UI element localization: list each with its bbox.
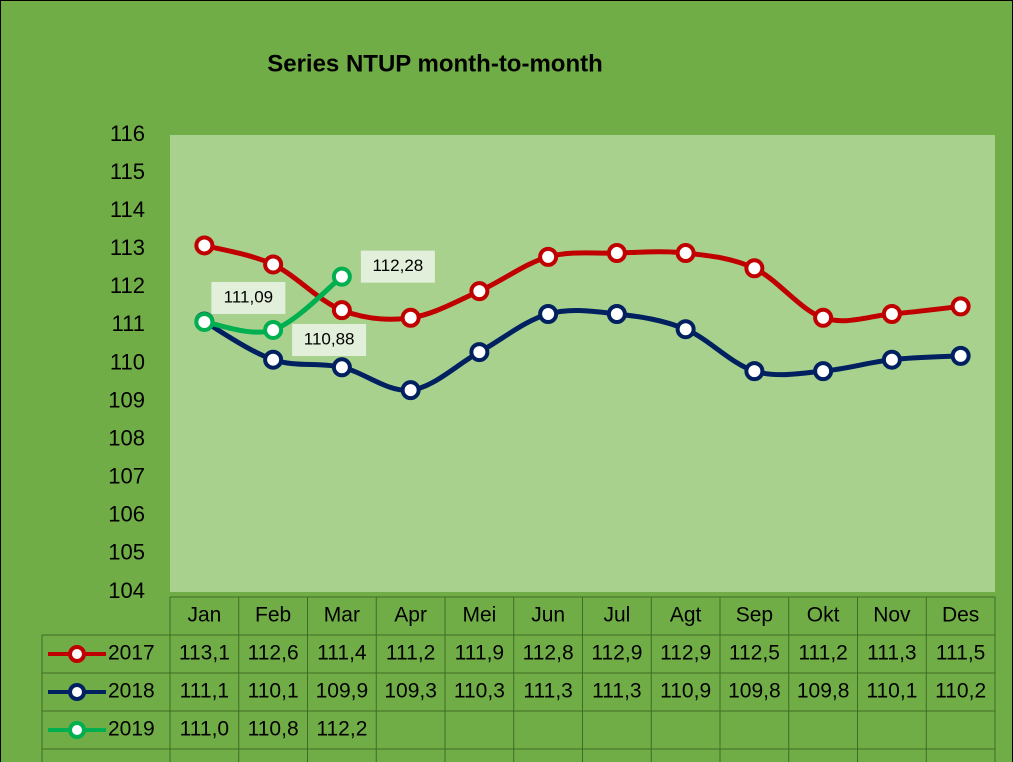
y-tick-label: 104 (108, 578, 145, 603)
data-label: 112,28 (373, 256, 424, 275)
table-value: 110,3 (454, 680, 505, 703)
marker (331, 357, 352, 378)
table-value: 111,2 (798, 642, 847, 665)
table-value: 112,2 (316, 718, 367, 741)
table-value: 111,3 (523, 680, 572, 703)
x-tick-label: Nov (873, 604, 911, 627)
y-tick-label: 108 (108, 425, 145, 450)
marker (263, 349, 284, 370)
x-tick-label: Mei (462, 604, 496, 627)
marker (538, 246, 559, 267)
y-tick-label: 114 (110, 197, 145, 222)
marker (881, 303, 902, 324)
table-value: 110,9 (660, 680, 711, 703)
marker (606, 303, 627, 324)
marker (400, 380, 421, 401)
marker (744, 361, 765, 382)
marker (331, 266, 352, 287)
table-value: 112,8 (523, 642, 574, 665)
x-tick-label: Sep (736, 604, 773, 627)
x-tick-label: Jun (531, 604, 565, 627)
marker (538, 303, 559, 324)
legend-marker (68, 645, 86, 663)
chart-title: Series NTUP month-to-month (267, 50, 603, 77)
marker (606, 243, 627, 264)
table-value: 110,1 (248, 680, 299, 703)
y-tick-label: 105 (108, 540, 145, 565)
marker (400, 307, 421, 328)
y-tick-label: 111 (112, 311, 145, 336)
y-tick-label: 107 (108, 464, 145, 489)
table-value: 113,1 (179, 642, 230, 665)
x-tick-label: Okt (807, 604, 840, 627)
table-value: 112,9 (660, 642, 711, 665)
marker (675, 319, 696, 340)
x-tick-label: Apr (394, 604, 427, 627)
table-value: 109,8 (797, 680, 850, 703)
table-value: 111,3 (592, 680, 641, 703)
y-tick-label: 110 (110, 349, 145, 374)
data-label-box (360, 250, 435, 283)
y-tick-label: 115 (110, 159, 145, 184)
marker (469, 281, 490, 302)
marker (813, 307, 834, 328)
table-value: 111,0 (180, 718, 229, 741)
table-value: 109,8 (728, 680, 781, 703)
table-value: 110,8 (248, 718, 299, 741)
table-value: 112,5 (729, 642, 780, 665)
marker (813, 361, 834, 382)
y-tick-label: 113 (110, 235, 145, 260)
marker (331, 300, 352, 321)
legend-marker (68, 683, 86, 701)
marker (950, 296, 971, 317)
legend-marker (68, 721, 86, 739)
marker (263, 254, 284, 275)
table-value: 111,5 (936, 642, 985, 665)
y-tick-label: 109 (108, 387, 145, 412)
y-tick-label: 112 (110, 273, 145, 298)
data-label: 110,88 (304, 329, 355, 348)
x-tick-label: Mar (324, 604, 360, 627)
y-tick-label: 106 (108, 502, 145, 527)
x-tick-label: Feb (255, 604, 291, 627)
table-value: 112,9 (591, 642, 642, 665)
table-value: 111,9 (455, 642, 504, 665)
marker (675, 243, 696, 264)
table-value: 109,9 (316, 680, 369, 703)
table-value: 111,2 (386, 642, 435, 665)
table-value: 111,1 (180, 680, 229, 703)
legend-label: 2017 (108, 642, 155, 665)
x-tick-label: Jul (603, 604, 630, 627)
legend-label: 2018 (108, 680, 155, 703)
marker (744, 258, 765, 279)
table-value: 111,3 (867, 642, 916, 665)
marker (881, 349, 902, 370)
table-value: 111,4 (317, 642, 367, 665)
marker (469, 342, 490, 363)
table-value: 110,2 (935, 680, 986, 703)
table-value: 110,1 (866, 680, 917, 703)
marker (263, 319, 284, 340)
table-value: 109,3 (384, 680, 437, 703)
x-tick-label: Jan (187, 604, 221, 627)
y-tick-label: 116 (110, 121, 145, 146)
marker (950, 345, 971, 366)
marker (194, 235, 215, 256)
x-tick-label: Agt (670, 604, 702, 627)
data-label-box (292, 323, 367, 356)
legend-label: 2019 (108, 718, 155, 741)
x-tick-label: Des (942, 604, 979, 627)
table-value: 112,6 (248, 642, 299, 665)
data-label: 111,09 (224, 287, 273, 306)
data-label-box (211, 281, 286, 314)
marker (194, 311, 215, 332)
